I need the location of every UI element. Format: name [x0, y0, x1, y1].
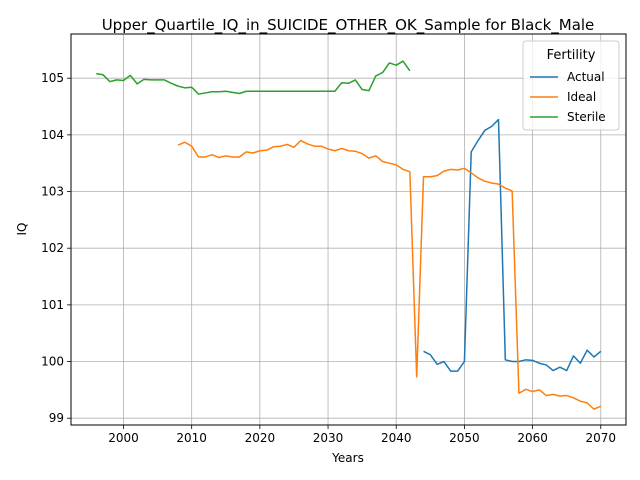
y-tick-label: 102: [41, 241, 64, 255]
legend-label-ideal: Ideal: [567, 90, 596, 104]
x-tick-label: 2060: [517, 431, 548, 445]
x-axis: 2000 2010 2020 2030 2040 2050 2060 2070: [108, 425, 616, 445]
plot-frame: [70, 33, 627, 426]
series-line-sterile: [96, 60, 411, 95]
x-axis-label: Years: [331, 451, 364, 465]
x-tick-label: 2000: [108, 431, 139, 445]
x-tick-label: 2040: [381, 431, 412, 445]
y-axis-label: IQ: [15, 223, 29, 236]
series-line-actual: [423, 118, 602, 372]
legend-label-actual: Actual: [567, 70, 605, 84]
y-axis: 99 100 101 102 103 104 105: [41, 71, 71, 425]
y-tick-label: 100: [41, 355, 64, 369]
y-tick-label: 101: [41, 298, 64, 312]
chart-title: Upper_Quartile_IQ_in_SUICIDE_OTHER_OK_Sa…: [102, 16, 595, 35]
series-layer: [96, 60, 602, 410]
legend-entries: Actual Ideal Sterile: [530, 70, 606, 124]
legend-label-sterile: Sterile: [567, 110, 606, 124]
x-tick-label: 2010: [176, 431, 207, 445]
y-tick-label: 104: [41, 128, 64, 142]
series-line-ideal: [177, 139, 602, 410]
legend-box: [522, 40, 620, 131]
y-tick-label: 103: [41, 185, 64, 199]
x-tick-label: 2070: [585, 431, 616, 445]
x-tick-label: 2030: [313, 431, 344, 445]
y-tick-label: 99: [49, 411, 64, 425]
x-tick-label: 2020: [245, 431, 276, 445]
x-tick-label: 2050: [449, 431, 480, 445]
y-tick-label: 105: [41, 71, 64, 85]
legend: Fertility Actual Ideal Sterile: [522, 40, 620, 131]
legend-title: Fertility: [547, 48, 596, 63]
